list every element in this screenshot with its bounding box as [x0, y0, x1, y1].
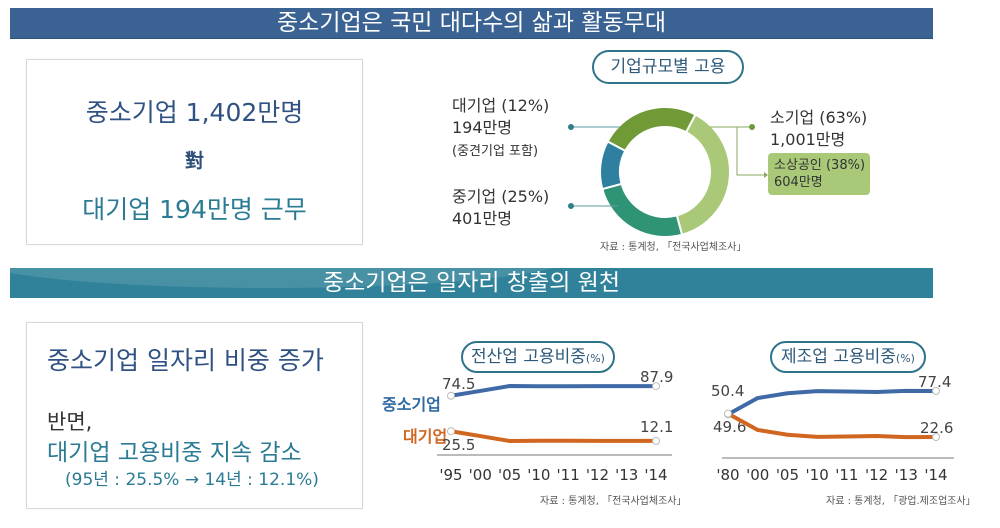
value-label-sme-last: 87.9 [640, 368, 674, 386]
value-label-large-last: 22.6 [920, 419, 954, 437]
chart-title-unit: (%) [585, 352, 605, 365]
x-tick-label: '11 [556, 466, 580, 484]
summary-box-job-share: 중소기업 일자리 비중 증가 반면, 대기업 고용비중 지속 감소 (95년 :… [26, 322, 363, 509]
x-tick-label: '10 [527, 466, 551, 484]
x-tick-label: '00 [468, 466, 492, 484]
label-medium-value: 401만명 [452, 209, 512, 228]
value-label-sme-first: 49.6 [713, 418, 747, 436]
chart-title-unit: (%) [895, 352, 915, 365]
value-label-large-first: 50.4 [711, 382, 745, 400]
endpoint-marker [652, 436, 660, 445]
leader-dot-small [749, 124, 755, 130]
x-tick-label: '05 [775, 466, 800, 484]
value-label-large-last: 12.1 [640, 418, 674, 436]
label-micro-name: 소상공인 (38%) [774, 158, 866, 173]
series-label-large: 대기업 [403, 427, 448, 446]
label-large-value: 194만명 [452, 118, 512, 137]
chart-all-industry-source: 자료 : 통계청, 「전국사업체조사」 [540, 496, 687, 507]
banner-gloss [10, 268, 570, 288]
label-large-note: (중견기업 포함) [452, 144, 539, 159]
value-label-sme-last: 77.4 [918, 373, 952, 391]
label-large-name: 대기업 (12%) [452, 96, 550, 115]
series-label-sme: 중소기업 [382, 395, 441, 414]
endpoint-marker [932, 433, 940, 441]
endpoint-marker [652, 382, 660, 391]
donut-title: 기업규모별 고용 [610, 57, 726, 77]
leader-line-micro [736, 127, 764, 176]
x-tick-label: '14 [644, 466, 668, 484]
x-tick-label: '13 [615, 466, 639, 484]
value-label-large-first: 25.5 [442, 436, 476, 454]
large-share-decrease-text: 대기업 고용비중 지속 감소 [47, 440, 302, 466]
label-small-name: 소기업 (63%) [770, 108, 868, 127]
value-label-sme-first: 74.5 [442, 375, 476, 393]
summary-box-employment: 중소기업 1,402만명 對 대기업 194만명 근무 [26, 59, 363, 245]
banner-title: 중소기업은 일자리 창출의 원천 [322, 270, 620, 296]
label-medium-name: 중기업 (25%) [452, 187, 550, 206]
section-banner-job-creation: 중소기업은 일자리 창출의 원천 [10, 268, 933, 298]
x-tick-label: '10 [805, 466, 829, 484]
chart-title: 전산업 고용비중 [471, 347, 586, 367]
however-text: 반면, [47, 410, 93, 434]
donut-title-pill: 기업규모별 고용 [592, 50, 744, 84]
endpoint-marker [447, 391, 455, 400]
large-employment-text: 대기업 194만명 근무 [82, 195, 307, 224]
x-tick-label: '95 [439, 466, 463, 484]
x-tick-label: '00 [746, 466, 770, 484]
label-micro-value: 604만명 [774, 175, 823, 190]
donut-hole [620, 127, 710, 217]
banner-title: 중소기업은 국민 대다수의 삶과 활동무대 [277, 10, 666, 36]
x-tick-label: '13 [894, 466, 918, 484]
x-tick-label: '14 [924, 466, 948, 484]
leader-arrow-micro [764, 172, 768, 178]
chart-all-industry-title-pill: 전산업 고용비중(%) [461, 341, 615, 373]
series-line-large [449, 429, 658, 443]
x-tick-label: '12 [585, 466, 610, 484]
series-line-large [726, 411, 938, 440]
endpoint-marker [447, 427, 455, 436]
versus-text: 對 [184, 150, 204, 172]
endpoint-marker [724, 409, 732, 418]
sme-share-increase-text: 중소기업 일자리 비중 증가 [47, 346, 324, 375]
endpoint-marker [932, 387, 940, 395]
chart-manufacturing-source: 자료 : 통계청, 「광업.제조업조사」 [826, 496, 976, 507]
x-tick-label: '80 [716, 466, 740, 484]
series-line-sme [726, 388, 938, 417]
share-change-detail-text: (95년 : 25.5% → 14년 : 12.1%) [65, 470, 319, 490]
chart-title: 제조업 고용비중 [781, 347, 896, 367]
leader-dot-medium [568, 203, 574, 209]
label-small-value: 1,001만명 [770, 130, 846, 149]
sme-employment-text: 중소기업 1,402만명 [85, 98, 304, 127]
section-banner-sme-life: 중소기업은 국민 대다수의 삶과 활동무대 [10, 8, 933, 39]
x-tick-label: '12 [864, 466, 889, 484]
x-tick-label: '11 [835, 466, 859, 484]
donut-source-note: 자료 : 통계청, 「전국사업체조사」 [600, 242, 747, 253]
x-tick-label: '05 [497, 466, 522, 484]
micro-business-box: 소상공인 (38%) 604만명 [768, 153, 870, 195]
chart-manufacturing-title-pill: 제조업 고용비중(%) [770, 341, 926, 373]
leader-dot-large [568, 124, 574, 130]
series-line-sme [449, 384, 658, 398]
